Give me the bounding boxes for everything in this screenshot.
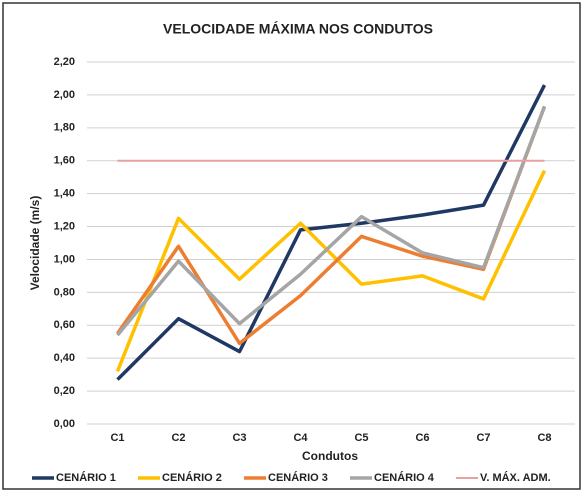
series-line — [116, 105, 547, 337]
y-tick-label: 1,00 — [54, 253, 75, 265]
y-tick-label: 1,80 — [54, 122, 75, 134]
x-tick-label: C6 — [415, 432, 429, 444]
y-tick-label: 0,60 — [54, 319, 75, 331]
x-tick-label: C5 — [354, 432, 368, 444]
x-tick-label: C2 — [171, 432, 185, 444]
y-tick-label: 1,20 — [54, 220, 75, 232]
series-line — [116, 84, 547, 381]
x-tick-label: C4 — [293, 432, 308, 444]
legend-label: CENÁRIO 2 — [162, 471, 222, 484]
x-axis-label: Condutos — [302, 449, 358, 463]
legend-label: CENÁRIO 4 — [374, 471, 435, 484]
x-tick-label: C3 — [232, 432, 246, 444]
y-tick-label: 0,80 — [54, 286, 75, 298]
y-axis-label: Velocidade (m/s) — [28, 196, 42, 291]
y-tick-label: 2,20 — [54, 56, 75, 68]
chart-title: VELOCIDADE MÁXIMA NOS CONDUTOS — [163, 21, 433, 37]
legend-label: CENÁRIO 3 — [268, 471, 328, 484]
y-tick-label: 1,40 — [54, 188, 75, 200]
y-tick-label: 1,60 — [54, 155, 75, 167]
legend-label: CENÁRIO 1 — [56, 471, 116, 484]
series-line — [115, 169, 547, 372]
series-line — [116, 105, 547, 346]
legend-label: V. MÁX. ADM. — [480, 471, 551, 484]
x-tick-label: C8 — [537, 432, 551, 444]
y-tick-label: 0,20 — [54, 385, 75, 397]
y-tick-label: 0,40 — [54, 352, 75, 364]
x-tick-label: C1 — [110, 432, 124, 444]
x-tick-label: C7 — [476, 432, 490, 444]
y-tick-label: 2,00 — [54, 89, 75, 101]
y-tick-label: 0,00 — [54, 418, 75, 430]
